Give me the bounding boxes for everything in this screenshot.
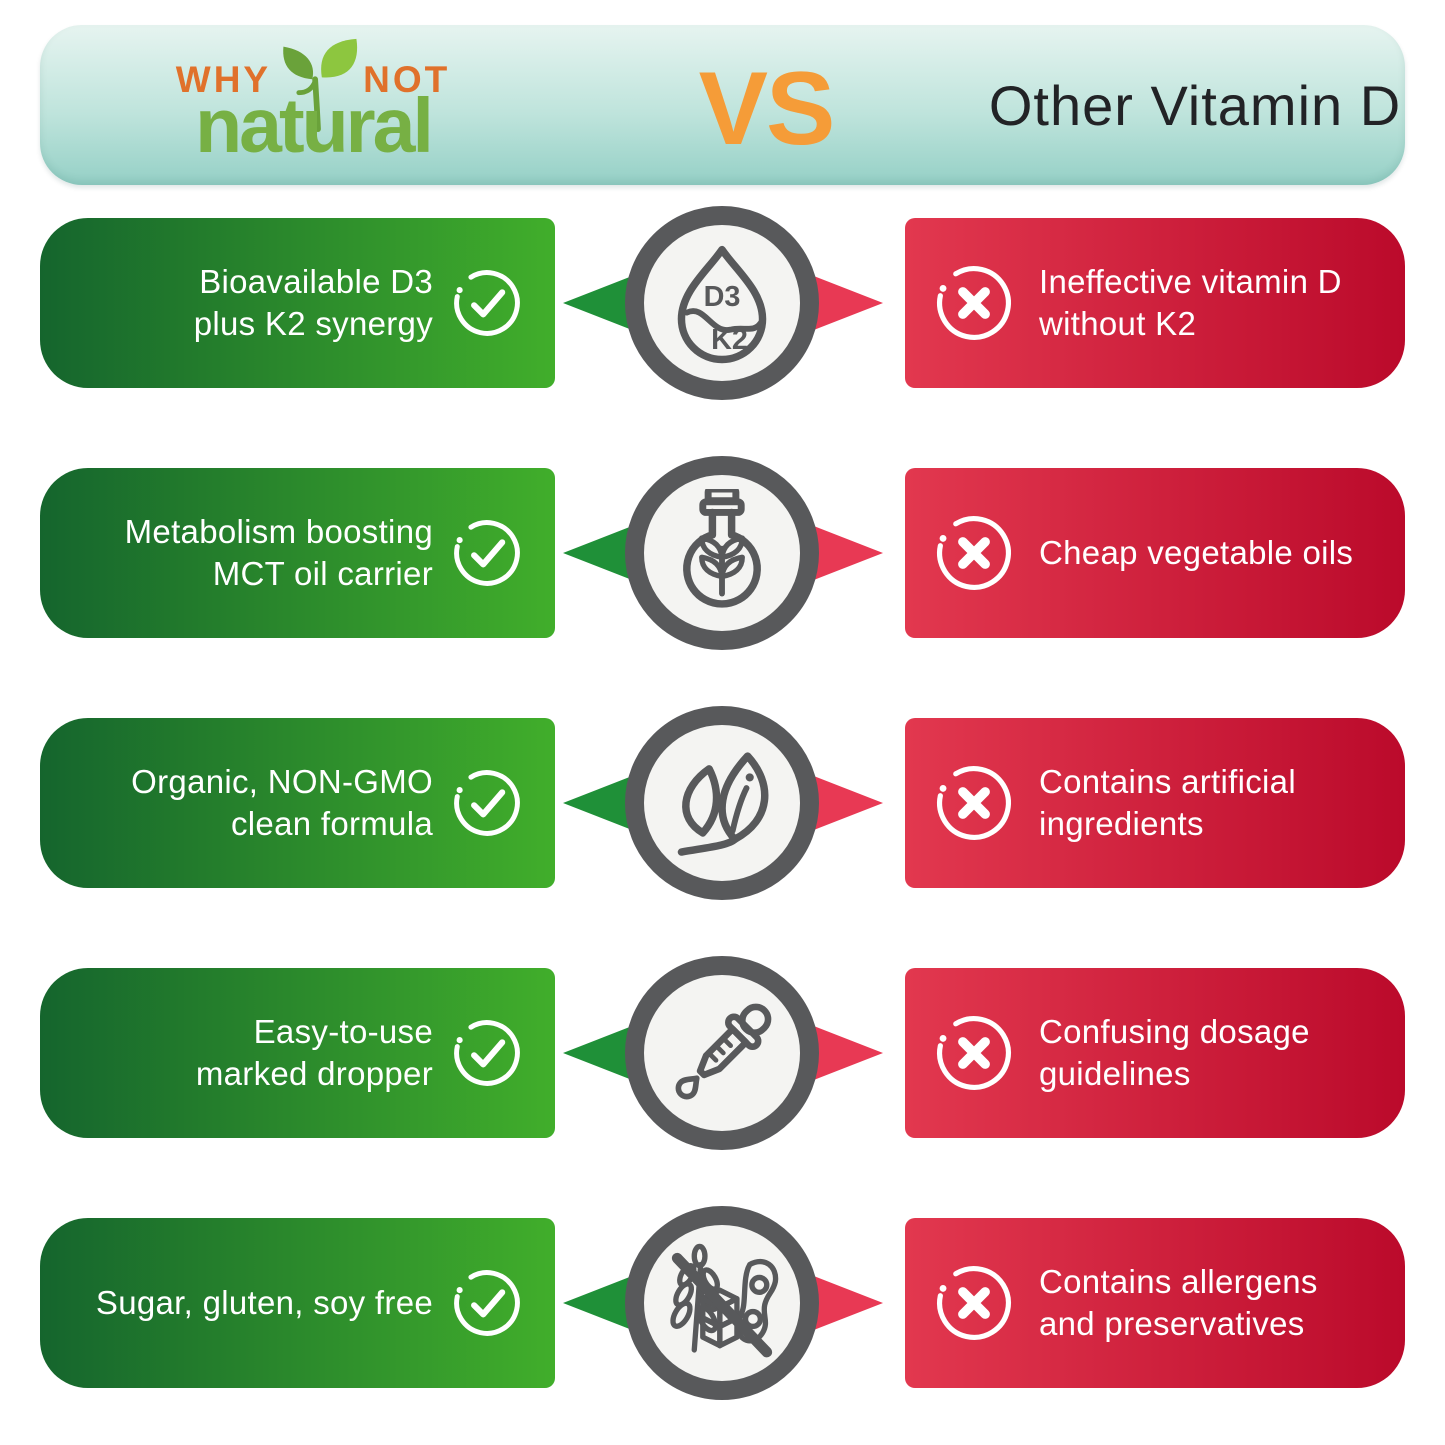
comparison-row: Easy-to-use marked dropper <box>0 956 1445 1150</box>
logo-word-not: NOT <box>363 59 451 100</box>
con-text: Contains allergens and preservatives <box>1039 1263 1318 1342</box>
svg-text:D3: D3 <box>704 281 741 313</box>
con-pill: Contains artificial ingredients <box>905 718 1405 888</box>
cross-icon <box>937 516 1011 590</box>
leaf-sprout-icon <box>283 38 358 133</box>
no-allergens-icon <box>625 1206 819 1400</box>
pro-text: Sugar, gluten, soy free <box>95 1284 433 1322</box>
dropper-icon <box>625 956 819 1150</box>
brand-logo: WHY NOT natural <box>128 38 498 169</box>
pro-pill: Sugar, gluten, soy free <box>40 1218 555 1388</box>
check-icon <box>454 770 520 836</box>
cross-icon <box>937 266 1011 340</box>
logo-word-natural: natural <box>195 83 434 169</box>
con-text: Cheap vegetable oils <box>1039 534 1354 572</box>
comparison-row: Organic, NON-GMO clean formula <box>0 706 1445 900</box>
oil-bottle-icon <box>683 489 761 608</box>
pro-text: Easy-to-use marked dropper <box>195 1013 433 1092</box>
con-pill: Confusing dosage guidelines <box>905 968 1405 1138</box>
leaves-icon <box>677 752 769 856</box>
comparison-row: Sugar, gluten, soy free <box>0 1206 1445 1400</box>
pro-text: Metabolism boosting MCT oil carrier <box>124 513 433 592</box>
dropper-icon <box>675 1003 772 1100</box>
check-icon <box>454 1020 520 1086</box>
comparison-row: Metabolism boosting MCT oil carrier <box>0 456 1445 650</box>
con-text: Contains artificial ingredients <box>1039 763 1296 842</box>
vs-label: VS <box>698 51 836 167</box>
cross-icon <box>937 766 1011 840</box>
check-icon <box>454 1270 520 1336</box>
d3-k2-drop-icon: D3 K2 <box>677 245 767 364</box>
no-allergens-icon <box>670 1243 779 1358</box>
pro-pill: Organic, NON-GMO clean formula <box>40 718 555 888</box>
cross-icon <box>937 1016 1011 1090</box>
header-banner: WHY NOT natural VS Other Vitamin D <box>40 25 1405 185</box>
con-pill: Cheap vegetable oils <box>905 468 1405 638</box>
oil-bottle-icon <box>625 456 819 650</box>
competitor-title: Other Vitamin D <box>988 73 1402 137</box>
con-pill: Contains allergens and preservatives <box>905 1218 1405 1388</box>
svg-text:K2: K2 <box>711 324 748 356</box>
pro-pill: Bioavailable D3 plus K2 synergy <box>40 218 555 388</box>
comparison-row: Bioavailable D3 plus K2 synergy D3 K2 <box>0 206 1445 400</box>
check-icon <box>454 520 520 586</box>
con-text: Ineffective vitamin D without K2 <box>1039 263 1342 342</box>
check-icon <box>454 270 520 336</box>
d3-k2-drop-icon: D3 K2 <box>625 206 819 400</box>
con-pill: Ineffective vitamin D without K2 <box>905 218 1405 388</box>
pro-pill: Metabolism boosting MCT oil carrier <box>40 468 555 638</box>
con-text: Confusing dosage guidelines <box>1039 1013 1310 1092</box>
leaves-icon <box>625 706 819 900</box>
pro-text: Organic, NON-GMO clean formula <box>131 763 433 842</box>
logo-word-why: WHY <box>175 59 272 100</box>
cross-icon <box>937 1266 1011 1340</box>
pro-pill: Easy-to-use marked dropper <box>40 968 555 1138</box>
pro-text: Bioavailable D3 plus K2 synergy <box>193 263 433 342</box>
